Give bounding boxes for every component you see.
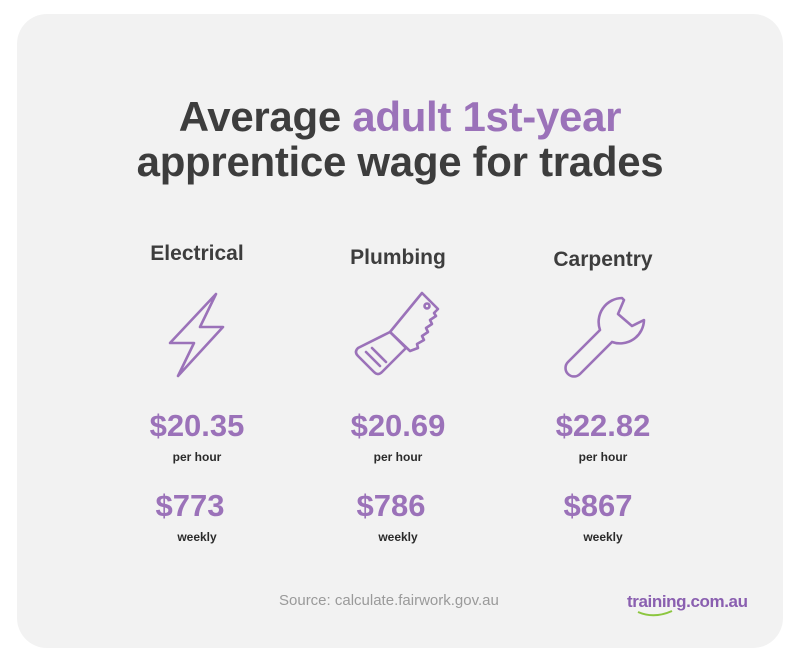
wrench-icon xyxy=(564,296,646,378)
infographic-card xyxy=(17,14,783,648)
hourly-unit-electrical: per hour xyxy=(172,450,222,464)
lightning-icon xyxy=(168,292,225,378)
page-title-line-1: Average adult 1st-year xyxy=(0,93,800,141)
page-title-line-2: apprentice wage for trades xyxy=(136,138,664,185)
weekly-unit-plumbing: weekly xyxy=(378,530,418,544)
hourly-wage-plumbing: $20.69 xyxy=(350,408,446,443)
title-accent: adult 1st-year xyxy=(352,93,622,140)
hourly-unit-carpentry: per hour xyxy=(578,450,628,464)
hourly-wage-electrical: $20.35 xyxy=(149,408,245,443)
trade-name-plumbing: Plumbing xyxy=(350,246,446,269)
hourly-wage-carpentry: $22.82 xyxy=(555,408,651,443)
weekly-wage-carpentry: $867 xyxy=(563,488,633,523)
brand-logo-text: training.com.au xyxy=(627,592,748,611)
hourly-unit-plumbing: per hour xyxy=(373,450,423,464)
saw-icon xyxy=(354,291,440,376)
trade-name-carpentry: Carpentry xyxy=(553,248,653,271)
weekly-wage-electrical: $773 xyxy=(155,488,225,523)
brand-swoosh-icon xyxy=(637,610,673,617)
title-prefix: Average xyxy=(178,93,353,140)
weekly-unit-electrical: weekly xyxy=(177,530,217,544)
source-note: Source: calculate.fairwork.gov.au xyxy=(279,592,499,609)
weekly-wage-plumbing: $786 xyxy=(356,488,426,523)
weekly-unit-carpentry: weekly xyxy=(583,530,623,544)
trade-name-electrical: Electrical xyxy=(150,242,244,265)
